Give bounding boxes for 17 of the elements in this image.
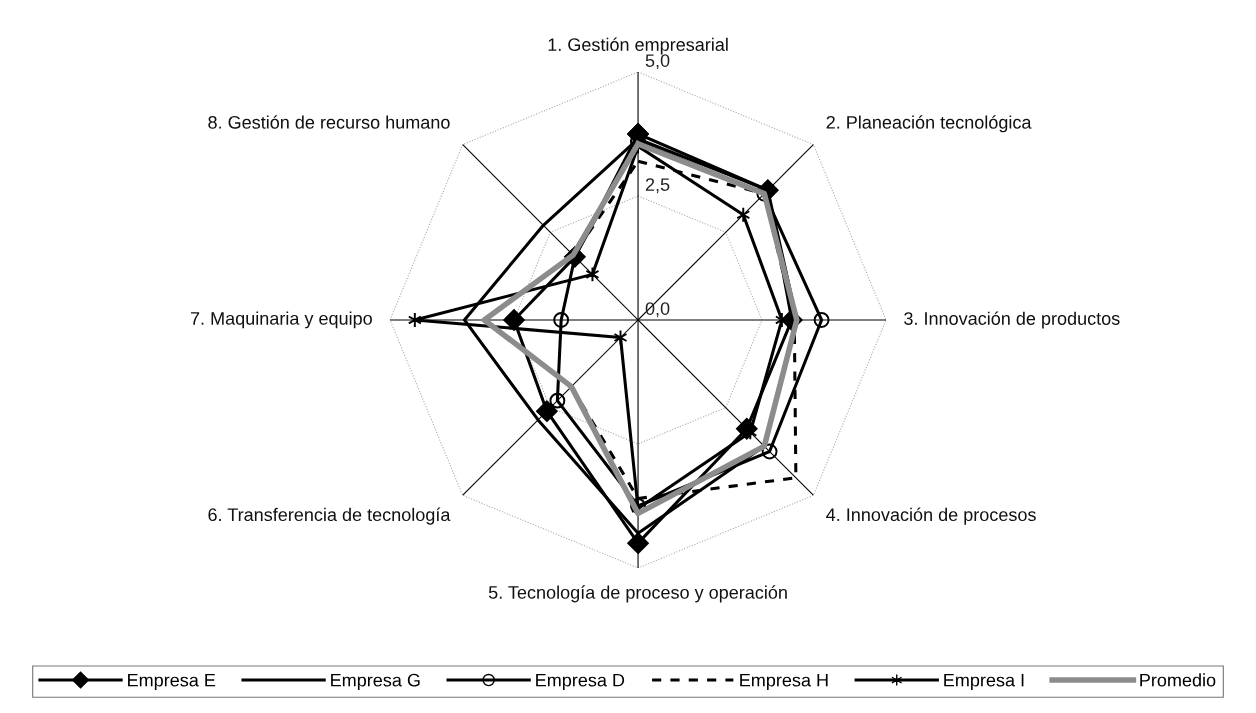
y-tick-label: 5,0 [645, 54, 670, 70]
legend-label: Empresa E [128, 673, 216, 691]
spoke-label: 6. Transferencia de tecnología [208, 507, 451, 525]
spoke-label: 5. Tecnología de proceso y operación [488, 585, 787, 603]
y-tick-label: 0,0 [645, 302, 670, 318]
legend-label: Empresa I [944, 673, 1024, 691]
spoke-label: 2. Planeación tecnológica [826, 115, 1032, 133]
legend-label: Empresa D [536, 673, 625, 691]
spoke-label: 7. Maquinaria y equipo [190, 311, 372, 329]
legend-label: Promedio [1140, 673, 1216, 687]
spoke-label: 8. Gestión de recurso humano [208, 115, 450, 129]
spoke-label: 1. Gestión empresarial [548, 37, 728, 55]
legend-label: Empresa G [331, 673, 420, 691]
y-tick-label: 2,5 [645, 178, 670, 194]
legend-label: Empresa H [740, 673, 828, 691]
spoke-label: 3. Innovación de productos [904, 311, 1120, 329]
spoke-label: 4. Innovación de procesos [826, 507, 1036, 525]
